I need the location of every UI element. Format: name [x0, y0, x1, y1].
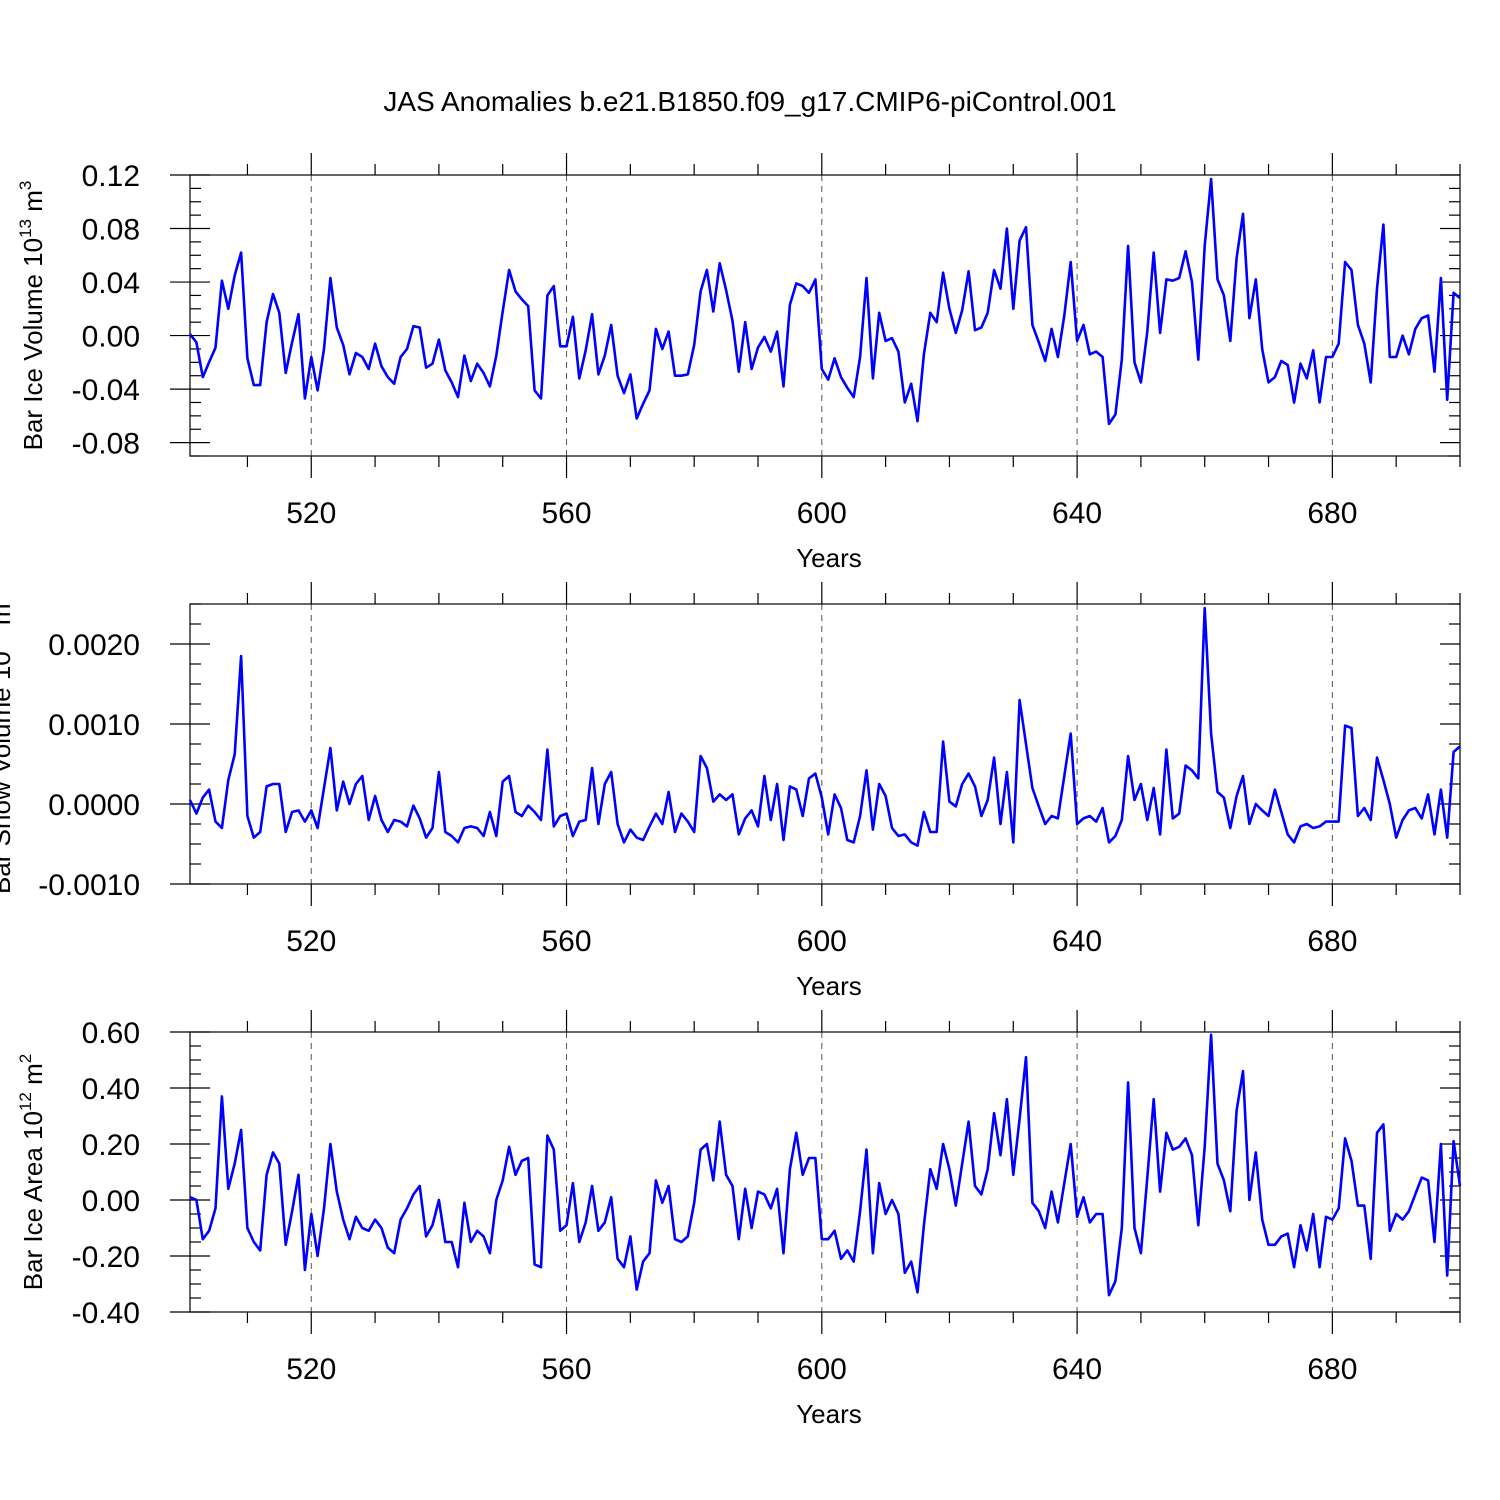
y-tick-label: 0.04: [82, 267, 140, 300]
plot-frame: [189, 174, 1461, 457]
chart-panel-2: 520 560 600 640 680 0.0020 0.0010 0.0000 -0.0010…: [0, 582, 1461, 1001]
y-label-main: Bar Ice Area 10: [18, 1111, 48, 1290]
y-tick-label: 0.00: [82, 321, 140, 354]
x-axis-label: Years: [796, 1399, 862, 1429]
x-tick-label: 560: [542, 1353, 592, 1386]
y-label-exponent: 13: [0, 632, 3, 651]
y-label-main: Bar Snow Volume 10: [0, 651, 16, 894]
y-tick-label: 0.0010: [48, 709, 140, 742]
y-label-unit-exponent: 2: [16, 1054, 35, 1063]
x-tick-label: 560: [542, 497, 592, 530]
y-tick-label: -0.08: [72, 428, 140, 461]
y-tick-label: 0.00: [82, 1185, 140, 1218]
x-axis-label: Years: [796, 543, 862, 573]
x-tick-label: 520: [286, 497, 336, 530]
x-tick-label: 520: [286, 925, 336, 958]
y-label-unit-exponent: 3: [16, 181, 35, 190]
x-axis-label: Years: [796, 971, 862, 1001]
y-tick-label: 0.0000: [48, 789, 140, 822]
y-tick-label: 0.0020: [48, 629, 140, 662]
y-label-exponent: 12: [16, 1092, 35, 1111]
y-label-main: Bar Ice Volume 10: [18, 238, 48, 450]
y-tick-label: -0.40: [72, 1297, 140, 1330]
series-line: [188, 177, 1461, 426]
x-tick-label: 680: [1307, 925, 1357, 958]
y-label-exponent: 13: [16, 219, 35, 238]
y-tick-label: 0.60: [82, 1017, 140, 1050]
y-label-unit-exponent: 3: [0, 594, 3, 603]
plot-frame: [189, 603, 1461, 885]
y-label-unit: m: [0, 603, 16, 632]
figure-title: JAS Anomalies b.e21.B1850.f09_g17.CMIP6-…: [383, 86, 1116, 117]
x-tick-label: 600: [797, 925, 847, 958]
y-axis-label: Bar Snow Volume 1013 m3: [0, 594, 16, 894]
plot-frame: [189, 1031, 1461, 1313]
x-tick-label: 640: [1052, 1353, 1102, 1386]
x-tick-label: 680: [1307, 1353, 1357, 1386]
plots: 520 560 600 640 680 0.12 0.08 0.04 0.00 -0.04 -0.0…: [0, 153, 1462, 1429]
series-line: [189, 1033, 1462, 1297]
x-tick-label: 680: [1307, 497, 1357, 530]
y-tick-label: -0.0010: [38, 869, 140, 902]
x-tick-label: 560: [542, 925, 592, 958]
y-label-unit: m: [18, 1063, 48, 1092]
y-tick-label: -0.20: [72, 1241, 140, 1274]
x-tick-label: 640: [1052, 925, 1102, 958]
chart-panel-1: 520 560 600 640 680 0.12 0.08 0.04 0.00 -0.04 -0.0…: [16, 153, 1461, 573]
y-axis-label: Bar Ice Volume 1013 m3: [16, 181, 48, 451]
y-tick-label: 0.08: [82, 214, 140, 247]
x-tick-label: 600: [797, 497, 847, 530]
y-tick-label: 0.40: [82, 1073, 140, 1106]
y-label-unit: m: [18, 190, 48, 219]
x-tick-label: 520: [286, 1353, 336, 1386]
y-tick-label: 0.20: [82, 1129, 140, 1162]
chart-panel-3: 520 560 600 640 680 0.60 0.40 0.20 0.00 -0.20 -0.4…: [16, 1010, 1462, 1429]
y-tick-label: -0.04: [72, 374, 140, 407]
y-tick-label: 0.12: [82, 160, 140, 193]
series-line: [188, 606, 1461, 847]
x-tick-label: 600: [797, 1353, 847, 1386]
x-tick-label: 640: [1052, 497, 1102, 530]
y-axis-label: Bar Ice Area 1012 m2: [16, 1054, 48, 1291]
